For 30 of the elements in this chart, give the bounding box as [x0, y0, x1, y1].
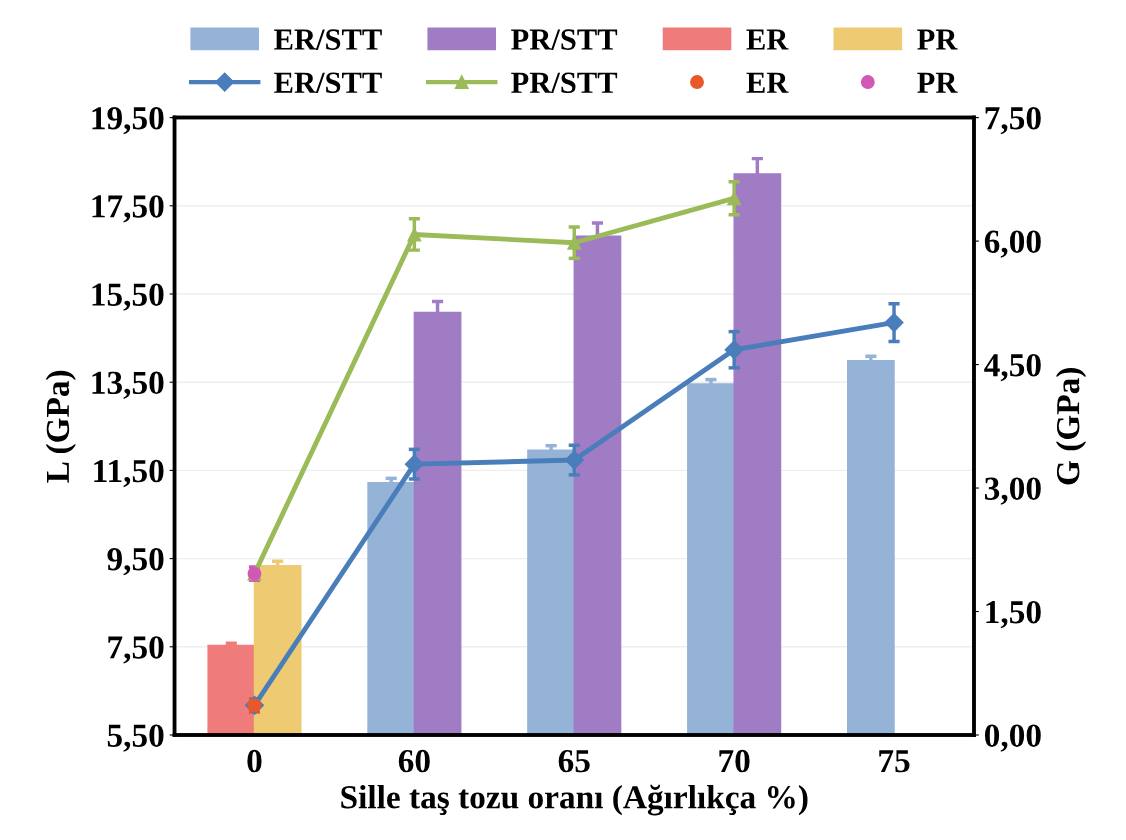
x-tick-label: 75: [879, 750, 910, 773]
legend-label: PR/STT: [511, 72, 618, 94]
y2-tick-label: 1,50: [986, 600, 1041, 629]
y2-tick-label: 7,50: [985, 107, 1041, 135]
y2-axis-title: G (GPa): [1055, 368, 1087, 485]
y-tick-label: 15,50: [92, 283, 164, 311]
y-tick-label: 19,50: [92, 107, 164, 135]
y-tick-label: 11,50: [94, 459, 164, 488]
x-axis-title: Sille taş tozu oranı (Ağırlıkça %): [341, 784, 808, 816]
y-tick-label: 5,50: [107, 724, 164, 752]
legend-label: ER/STT: [274, 72, 382, 94]
x-tick-label: 60: [398, 749, 430, 773]
legend-label: ER/STT: [274, 29, 382, 50]
y2-tick-label: 0,00: [984, 724, 1041, 752]
y-tick-label: 9,50: [107, 548, 164, 576]
x-tick-label: 0: [247, 749, 262, 773]
y2-tick-label: 3,00: [984, 477, 1041, 505]
y2-tick-label: 6,00: [984, 230, 1041, 258]
legend-label: PR: [917, 72, 958, 93]
legend-label: PR: [917, 29, 958, 50]
legend-label: ER: [746, 29, 789, 50]
legend-label: PR/STT: [511, 29, 618, 50]
x-tick-label: 65: [558, 749, 590, 773]
y-axis-title: L (GPa): [45, 370, 76, 483]
legend-label: ER: [746, 72, 789, 93]
x-tick-label: 70: [719, 749, 750, 773]
y-tick-label: 7,50: [108, 636, 164, 664]
y-tick-label: 17,50: [92, 195, 164, 223]
y-tick-label: 13,50: [92, 371, 164, 399]
y2-tick-label: 4,50: [984, 353, 1041, 382]
